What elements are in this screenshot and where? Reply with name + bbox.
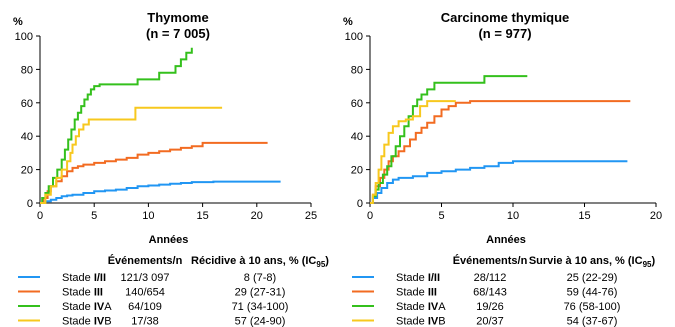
series-line-stade-iva bbox=[40, 47, 193, 204]
table-cell-rate: 57 (24-90) bbox=[235, 316, 286, 327]
legend-label: Stade IVA bbox=[396, 301, 446, 313]
legend-label: Stade III bbox=[396, 287, 437, 299]
legend-label: Stade IVB bbox=[62, 316, 112, 327]
legend-label: Stade III bbox=[62, 287, 103, 299]
series-line-stade-iva bbox=[370, 75, 528, 204]
y-tick-label: 20 bbox=[351, 165, 363, 177]
table-cell-rate: 71 (34-100) bbox=[232, 301, 289, 313]
x-tick-label: 25 bbox=[305, 210, 317, 222]
x-tick-label: 0 bbox=[37, 210, 43, 222]
y-tick-label: 0 bbox=[357, 198, 363, 210]
table-cell-rate: 54 (37-67) bbox=[567, 316, 618, 327]
y-tick-label: 0 bbox=[27, 198, 33, 210]
x-axis-label: Années bbox=[486, 234, 526, 246]
y-axis-label: % bbox=[343, 16, 353, 28]
series-line-stade-iii bbox=[370, 100, 631, 204]
table-cell-events: 17/38 bbox=[131, 316, 159, 327]
table-cell-rate: 59 (44-76) bbox=[567, 287, 618, 299]
series-line-stade-ivb bbox=[370, 100, 456, 204]
y-tick-label: 20 bbox=[21, 165, 33, 177]
y-tick-label: 80 bbox=[351, 64, 363, 76]
table-cell-events: 20/37 bbox=[476, 316, 504, 327]
x-axis-label: Années bbox=[149, 234, 189, 246]
y-tick-label: 100 bbox=[345, 31, 363, 43]
series-line-stade-i-ii bbox=[40, 180, 281, 204]
y-tick-label: 40 bbox=[351, 131, 363, 143]
x-tick-label: 10 bbox=[142, 210, 154, 222]
chart-title: Carcinome thymique bbox=[441, 10, 570, 25]
y-tick-label: 80 bbox=[21, 64, 33, 76]
x-tick-label: 10 bbox=[507, 210, 519, 222]
table-cell-events: 121/3 097 bbox=[121, 272, 170, 284]
x-tick-label: 20 bbox=[251, 210, 263, 222]
y-tick-label: 60 bbox=[21, 98, 33, 110]
table-cell-rate: 29 (27-31) bbox=[235, 287, 286, 299]
chart-title: Thymome bbox=[147, 10, 208, 25]
series-line-stade-i-ii bbox=[370, 160, 628, 204]
table-header-events: Événements/n bbox=[453, 254, 528, 267]
x-tick-label: 5 bbox=[438, 210, 444, 222]
table-cell-rate: 76 (58-100) bbox=[564, 301, 621, 313]
table-cell-rate: 25 (22-29) bbox=[567, 272, 618, 284]
table-cell-events: 68/143 bbox=[473, 287, 507, 299]
y-axis-label: % bbox=[13, 16, 23, 28]
y-tick-label: 60 bbox=[351, 98, 363, 110]
legend-label: Stade I/II bbox=[62, 272, 106, 284]
table-header-events: Événements/n bbox=[108, 254, 183, 267]
chart-subtitle: (n = 7 005) bbox=[146, 26, 210, 41]
x-tick-label: 20 bbox=[650, 210, 662, 222]
table-cell-events: 140/654 bbox=[125, 287, 165, 299]
table-cell-rate: 8 (7-8) bbox=[244, 272, 276, 284]
table-cell-events: 19/26 bbox=[476, 301, 504, 313]
table-cell-events: 28/112 bbox=[474, 272, 507, 284]
legend-label: Stade IVA bbox=[62, 301, 112, 313]
y-tick-label: 100 bbox=[15, 31, 33, 43]
y-tick-label: 40 bbox=[21, 131, 33, 143]
x-tick-label: 15 bbox=[196, 210, 208, 222]
series-line-stade-ivb bbox=[40, 106, 223, 204]
legend-label: Stade I/II bbox=[396, 272, 440, 284]
table-cell-events: 64/109 bbox=[128, 301, 162, 313]
table-header-rate: Récidive à 10 ans, % (IC95) bbox=[191, 255, 329, 269]
x-tick-label: 0 bbox=[367, 210, 373, 222]
chart-subtitle: (n = 977) bbox=[478, 26, 531, 41]
x-tick-label: 15 bbox=[578, 210, 590, 222]
x-tick-label: 5 bbox=[91, 210, 97, 222]
table-header-rate: Survie à 10 ans, % (IC95) bbox=[529, 255, 656, 269]
legend-label: Stade IVB bbox=[396, 316, 446, 327]
